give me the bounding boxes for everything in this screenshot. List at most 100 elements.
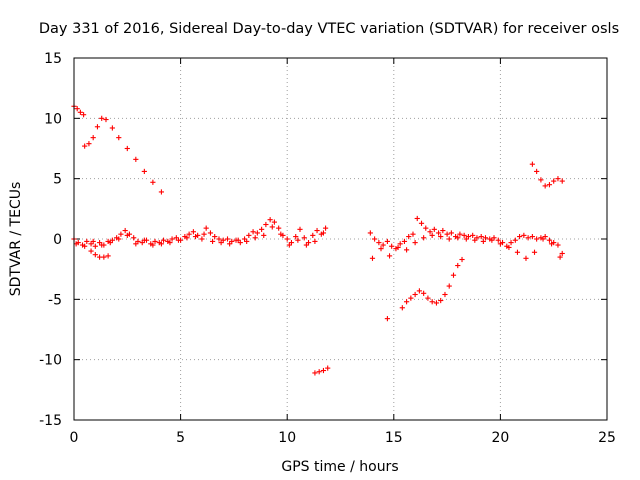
data-point bbox=[523, 255, 529, 261]
axis-ticks: 0 5 10 15 20 25 -15 -10 -5 0 5 10 15 bbox=[39, 51, 616, 446]
data-point bbox=[429, 232, 435, 238]
series-arc-noon bbox=[312, 365, 331, 376]
data-point bbox=[158, 189, 165, 195]
data-point bbox=[559, 178, 565, 184]
data-point bbox=[105, 253, 111, 259]
data-point bbox=[109, 125, 115, 131]
data-point bbox=[376, 240, 382, 246]
y-tick-label: 15 bbox=[44, 51, 62, 67]
data-point bbox=[124, 145, 130, 152]
data-point bbox=[395, 244, 401, 251]
data-point bbox=[495, 237, 501, 243]
data-point bbox=[540, 236, 546, 242]
data-point bbox=[254, 230, 260, 236]
data-point bbox=[322, 225, 329, 231]
y-tick-label: -5 bbox=[48, 292, 62, 308]
data-points bbox=[71, 103, 565, 376]
data-point bbox=[276, 225, 282, 231]
data-point bbox=[286, 242, 292, 248]
y-tick-label: 5 bbox=[53, 172, 62, 188]
data-point bbox=[203, 225, 209, 231]
data-point bbox=[122, 227, 128, 234]
data-point bbox=[103, 116, 109, 123]
data-point bbox=[314, 227, 320, 234]
data-point bbox=[525, 235, 531, 241]
data-point bbox=[416, 288, 422, 294]
series-band-main-2 bbox=[73, 224, 327, 249]
data-point bbox=[207, 230, 214, 236]
data-point bbox=[293, 233, 299, 240]
data-point bbox=[438, 297, 444, 304]
data-point bbox=[80, 112, 87, 118]
data-point bbox=[425, 295, 431, 301]
data-point bbox=[158, 241, 165, 247]
y-tick-label: 0 bbox=[53, 232, 62, 248]
data-point bbox=[414, 215, 420, 222]
data-point bbox=[403, 247, 410, 253]
data-point bbox=[74, 106, 80, 112]
data-point bbox=[457, 231, 463, 237]
data-point bbox=[86, 141, 92, 147]
data-point bbox=[548, 241, 555, 247]
data-point bbox=[461, 232, 467, 238]
data-point bbox=[406, 233, 412, 240]
data-point bbox=[412, 240, 418, 246]
data-point bbox=[412, 291, 418, 298]
data-point bbox=[529, 233, 535, 240]
data-point bbox=[99, 115, 105, 121]
data-point bbox=[529, 161, 535, 167]
data-point bbox=[92, 252, 98, 258]
data-point bbox=[410, 231, 416, 237]
data-point bbox=[521, 232, 527, 238]
series-isolated-point bbox=[384, 316, 391, 322]
data-point bbox=[167, 240, 173, 246]
data-point bbox=[124, 232, 130, 238]
data-point bbox=[551, 178, 557, 184]
data-point bbox=[77, 109, 83, 115]
data-point bbox=[534, 168, 540, 175]
data-point bbox=[201, 231, 207, 237]
data-point bbox=[559, 250, 565, 257]
data-point bbox=[320, 367, 327, 374]
data-point bbox=[88, 248, 94, 254]
data-point bbox=[312, 238, 318, 245]
data-point bbox=[369, 255, 376, 261]
data-point bbox=[218, 240, 224, 246]
data-point bbox=[408, 295, 414, 301]
data-point bbox=[116, 135, 122, 141]
data-point bbox=[512, 237, 518, 243]
data-point bbox=[118, 231, 124, 237]
data-point bbox=[497, 241, 503, 247]
x-tick-label: 0 bbox=[70, 430, 79, 446]
data-point bbox=[429, 299, 435, 305]
data-point bbox=[133, 156, 139, 162]
data-point bbox=[150, 179, 156, 185]
data-point bbox=[94, 124, 101, 130]
series-arc-early-2 bbox=[82, 115, 165, 195]
data-point bbox=[84, 238, 90, 245]
y-tick-label: -10 bbox=[39, 353, 62, 369]
data-point bbox=[152, 238, 158, 245]
data-point bbox=[116, 236, 122, 242]
data-point bbox=[542, 183, 548, 189]
data-point bbox=[438, 233, 444, 240]
data-point bbox=[508, 240, 514, 246]
data-point bbox=[209, 238, 216, 245]
data-point bbox=[252, 235, 258, 241]
data-point bbox=[186, 231, 192, 237]
x-tick-label: 15 bbox=[385, 430, 403, 446]
data-point bbox=[90, 238, 96, 245]
data-point bbox=[190, 229, 196, 235]
data-point bbox=[367, 230, 373, 236]
data-point bbox=[271, 219, 278, 225]
data-point bbox=[506, 244, 512, 251]
data-point bbox=[555, 176, 561, 182]
series-arc-early-3 bbox=[88, 248, 111, 260]
data-point bbox=[403, 299, 410, 305]
chart-title: Day 331 of 2016, Sidereal Day-to-day VTE… bbox=[39, 21, 619, 37]
series-arc-late-high bbox=[529, 161, 565, 189]
data-point bbox=[284, 236, 290, 242]
data-point bbox=[516, 233, 523, 240]
data-point bbox=[303, 242, 309, 248]
data-point bbox=[267, 217, 273, 223]
